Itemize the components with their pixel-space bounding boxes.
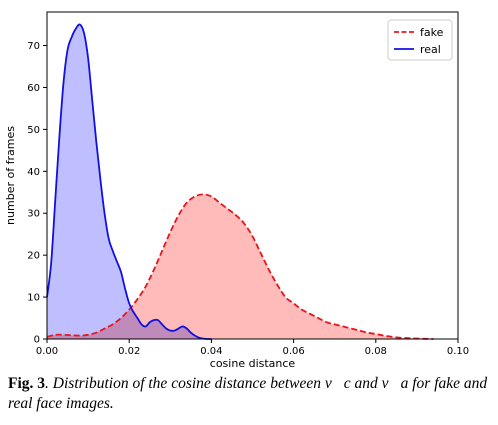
y-tick-label: 60 bbox=[27, 83, 40, 94]
series-fake-line bbox=[46, 193, 434, 340]
caption-text: . Distribution of the cosine distance be… bbox=[8, 375, 488, 412]
legend: fake real bbox=[387, 19, 453, 61]
x-axis-title: cosine distance bbox=[210, 357, 296, 370]
plot-frame bbox=[46, 11, 459, 340]
series-real-area bbox=[47, 24, 212, 340]
series-fake-area bbox=[47, 194, 434, 339]
legend-real-label: real bbox=[420, 43, 441, 56]
legend-fake-label: fake bbox=[420, 26, 444, 39]
figure-caption: Fig. 3. Distribution of the cosine dista… bbox=[8, 374, 494, 414]
y-tick-label: 30 bbox=[27, 209, 40, 220]
y-axis: 0 10 20 30 40 50 60 70 bbox=[27, 41, 47, 346]
x-tick-label: 0.06 bbox=[282, 346, 304, 357]
x-tick-label: 0.02 bbox=[118, 346, 140, 357]
y-tick-label: 10 bbox=[27, 293, 40, 304]
y-tick-label: 0 bbox=[34, 335, 40, 346]
x-tick-label: 0.00 bbox=[36, 346, 58, 357]
x-tick-label: 0.08 bbox=[365, 346, 387, 357]
legend-box bbox=[387, 19, 453, 61]
plot-lines bbox=[46, 23, 434, 340]
series-real-line bbox=[46, 23, 212, 340]
y-tick-label: 40 bbox=[27, 167, 40, 178]
x-axis: 0.00 0.02 0.04 0.06 0.08 0.10 bbox=[36, 339, 469, 357]
y-tick-label: 50 bbox=[27, 125, 40, 136]
x-tick-label: 0.04 bbox=[200, 346, 222, 357]
plot-fills bbox=[47, 24, 434, 340]
y-tick-label: 20 bbox=[27, 251, 40, 262]
x-tick-label: 0.10 bbox=[447, 346, 469, 357]
caption-label: Fig. 3 bbox=[8, 375, 46, 392]
chart: 0.00 0.02 0.04 0.06 0.08 0.10 0 10 20 30 40 50 60 70… bbox=[4, 11, 469, 370]
y-tick-label: 70 bbox=[27, 41, 40, 52]
y-axis-title: number of frames bbox=[4, 126, 17, 225]
